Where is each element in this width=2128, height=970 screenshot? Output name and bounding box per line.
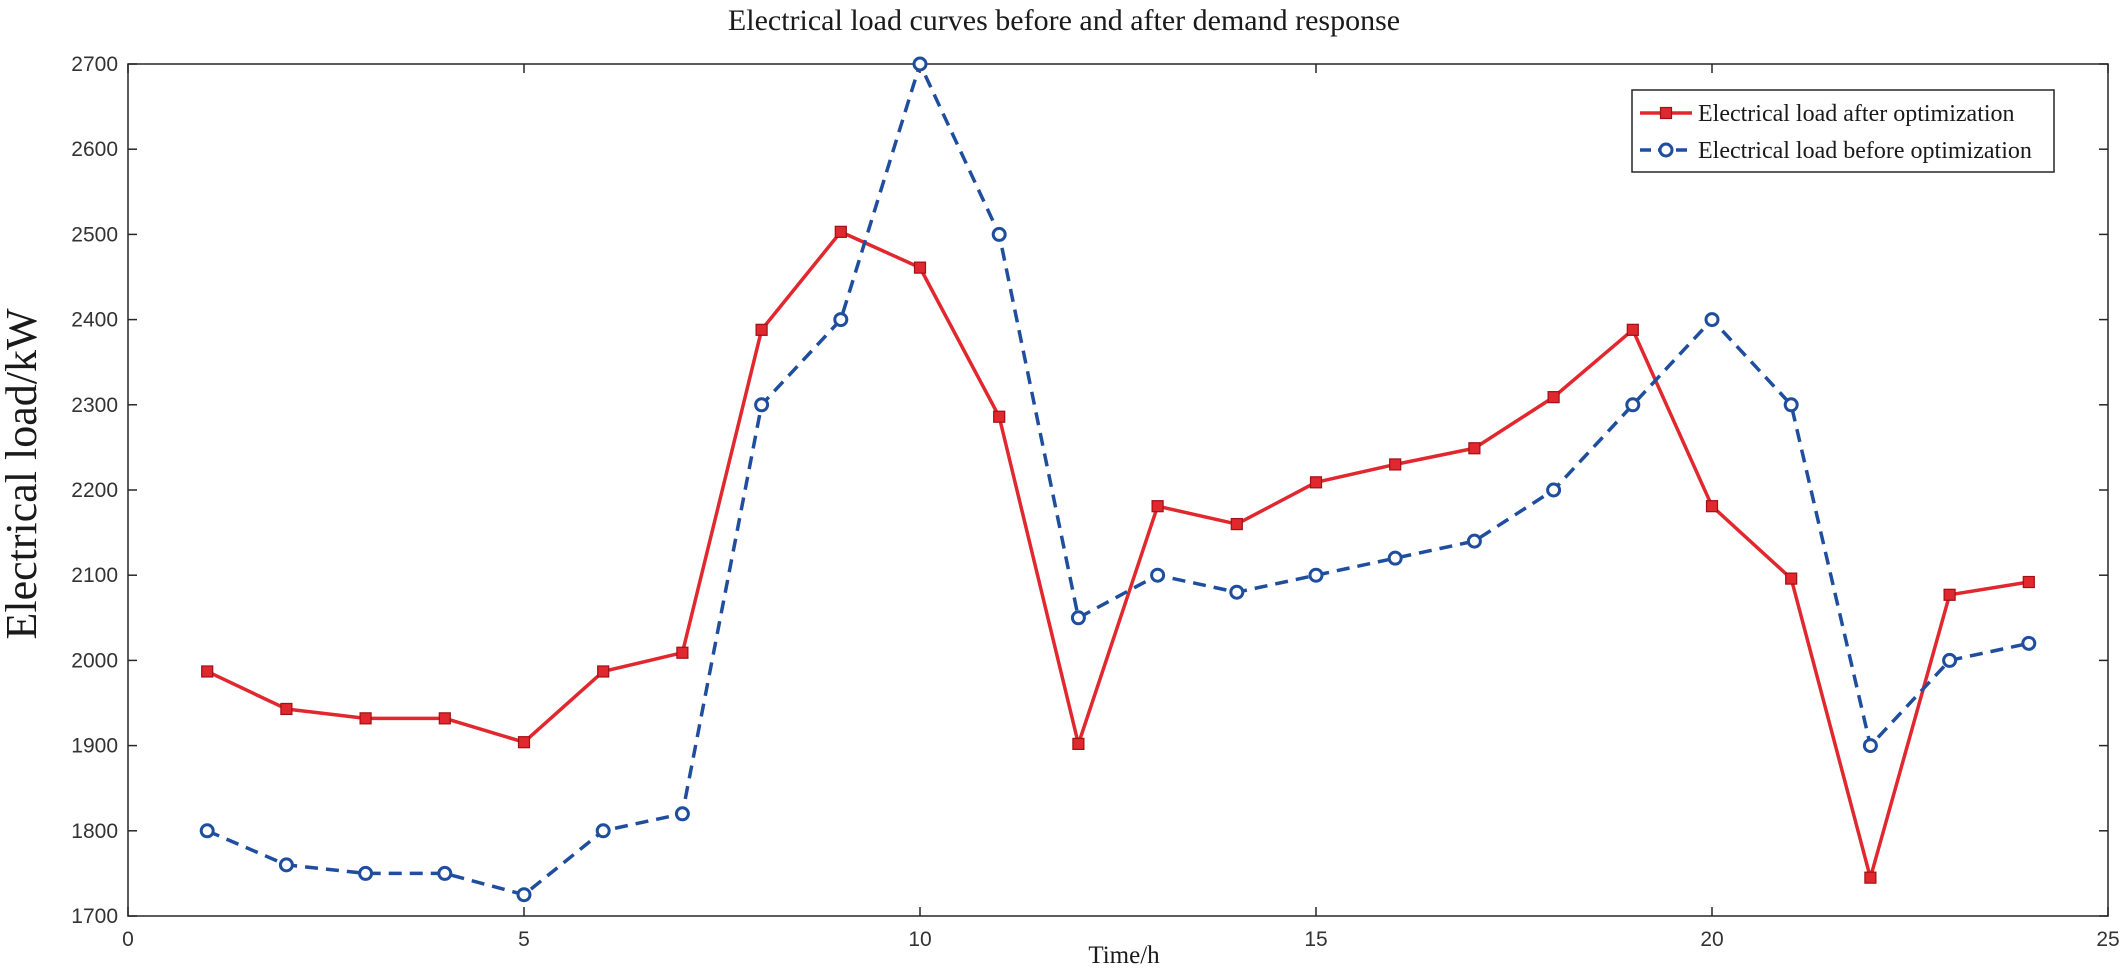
legend-marker bbox=[1659, 106, 1673, 120]
data-point bbox=[1626, 323, 1639, 336]
data-point bbox=[1546, 482, 1562, 498]
legend-label: Electrical load after optimization bbox=[1698, 101, 2015, 127]
plot-area bbox=[127, 63, 2109, 917]
series-lines bbox=[199, 56, 2037, 903]
y-tick-label: 1900 bbox=[71, 735, 118, 758]
data-point bbox=[1783, 397, 1799, 413]
data-point bbox=[754, 397, 770, 413]
data-point bbox=[1785, 572, 1798, 585]
y-tick-label: 2500 bbox=[71, 223, 118, 246]
y-tick-label: 2700 bbox=[71, 53, 118, 76]
data-point bbox=[516, 887, 532, 903]
y-tick-label: 2200 bbox=[71, 479, 118, 502]
data-point bbox=[1229, 584, 1245, 600]
data-point bbox=[438, 712, 451, 725]
series-line bbox=[206, 230, 2030, 880]
data-point bbox=[1389, 458, 1402, 471]
axis-ticks: 0 5 10 15 20 25 1700 1800 1900 2000 2100 2200 2300 24… bbox=[71, 53, 2119, 951]
data-point bbox=[597, 665, 610, 678]
data-point bbox=[1468, 442, 1481, 455]
data-point bbox=[1942, 652, 1958, 668]
legend-marker bbox=[1658, 142, 1674, 158]
data-point bbox=[1151, 500, 1164, 513]
legend-item-0: Electrical load after optimization bbox=[1640, 101, 2015, 127]
data-point bbox=[199, 823, 215, 839]
data-point bbox=[1705, 500, 1719, 513]
data-point bbox=[676, 646, 689, 659]
data-point bbox=[280, 702, 293, 716]
data-point bbox=[1308, 567, 1324, 583]
y-tick-label: 2000 bbox=[71, 649, 118, 672]
x-tick-label: 5 bbox=[518, 928, 530, 951]
data-point bbox=[201, 665, 214, 678]
data-point bbox=[1387, 550, 1403, 566]
chart-title: Electrical load curves before and after … bbox=[728, 4, 1400, 37]
data-point bbox=[833, 312, 849, 328]
series-1 bbox=[199, 56, 2037, 903]
data-point bbox=[1943, 588, 1956, 601]
data-point bbox=[1704, 312, 1720, 328]
data-point bbox=[1072, 737, 1085, 750]
data-point bbox=[517, 736, 531, 749]
legend-label: Electrical load before optimization bbox=[1698, 138, 2032, 164]
y-tick-label: 2300 bbox=[71, 394, 118, 417]
legend-box bbox=[1631, 89, 2055, 173]
data-point bbox=[1070, 610, 1086, 626]
series-line bbox=[206, 62, 2030, 897]
x-axis-label: Time/h bbox=[1088, 942, 1160, 969]
data-point bbox=[359, 712, 372, 725]
x-tick-label: 25 bbox=[2096, 928, 2119, 951]
data-point bbox=[1230, 517, 1243, 531]
y-tick-label: 1800 bbox=[71, 820, 118, 843]
data-point bbox=[674, 806, 690, 822]
x-tick-label: 0 bbox=[122, 928, 134, 951]
legend-item-1: Electrical load before optimization bbox=[1640, 138, 2032, 164]
data-point bbox=[2021, 635, 2037, 651]
data-point bbox=[912, 56, 928, 72]
data-point bbox=[993, 410, 1006, 423]
data-point bbox=[913, 261, 927, 274]
series-0 bbox=[201, 225, 2035, 884]
legend: Electrical load after optimization Electr… bbox=[1631, 89, 2055, 173]
y-tick-label: 2400 bbox=[71, 309, 118, 332]
data-point bbox=[991, 226, 1007, 242]
data-point bbox=[755, 323, 768, 336]
data-point bbox=[1864, 871, 1877, 884]
data-point bbox=[1466, 533, 1482, 549]
data-point bbox=[358, 865, 374, 881]
data-point bbox=[278, 857, 294, 873]
data-point bbox=[595, 823, 611, 839]
data-point bbox=[834, 225, 847, 238]
y-tick-label: 2100 bbox=[71, 564, 118, 587]
data-point bbox=[2022, 575, 2035, 589]
data-point bbox=[437, 865, 453, 881]
data-point bbox=[1150, 567, 1166, 583]
x-tick-label: 10 bbox=[908, 928, 931, 951]
y-tick-label: 2600 bbox=[71, 138, 118, 161]
data-point bbox=[1309, 476, 1323, 489]
y-axis-label: Electrical load/kW bbox=[0, 308, 46, 640]
data-point bbox=[1862, 738, 1878, 754]
x-tick-label: 20 bbox=[1700, 928, 1723, 951]
y-tick-label: 1700 bbox=[71, 905, 118, 928]
data-point bbox=[1625, 397, 1641, 413]
data-point bbox=[1547, 391, 1560, 404]
x-tick-label: 15 bbox=[1304, 928, 1327, 951]
